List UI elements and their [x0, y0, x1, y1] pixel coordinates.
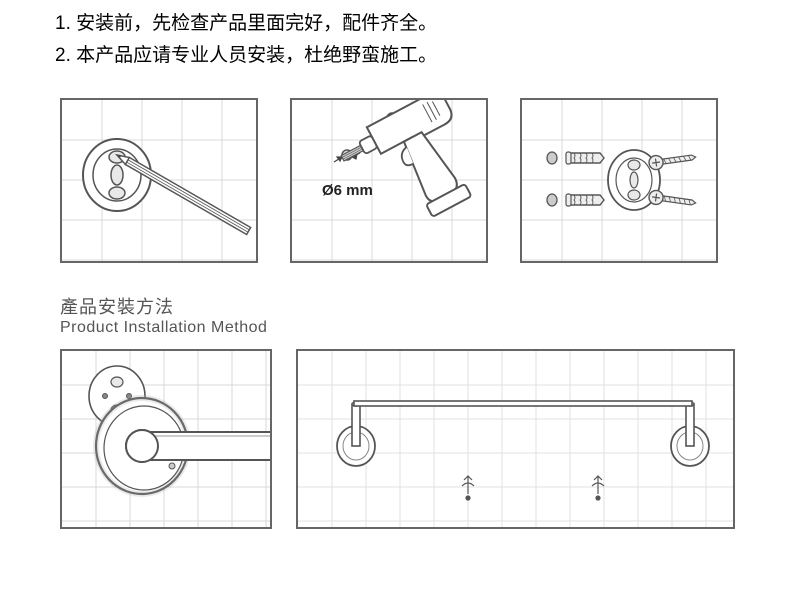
- step-mark-holes: [60, 98, 258, 263]
- drill-diameter-label: Ø6 mm: [322, 182, 373, 199]
- step-final-assembly: [296, 349, 735, 529]
- instruction-line-2: 2. 本产品应请专业人员安装，杜绝野蛮施工。: [55, 40, 735, 72]
- diagram-row-1: Ø6 mm: [55, 98, 735, 263]
- step-mount-flange: [60, 349, 272, 529]
- section-title-zh: 產品安裝方法: [60, 293, 735, 319]
- diagram-row-2: [55, 349, 735, 529]
- step-drill-holes: Ø6 mm: [290, 98, 488, 263]
- installation-sheet: 1. 安装前，先检查产品里面完好，配件齐全。 2. 本产品应请专业人员安装，杜绝…: [0, 0, 790, 604]
- instruction-block: 1. 安装前，先检查产品里面完好，配件齐全。 2. 本产品应请专业人员安装，杜绝…: [55, 8, 735, 73]
- instruction-line-1: 1. 安装前，先检查产品里面完好，配件齐全。: [55, 8, 735, 40]
- section-title: 產品安裝方法 Product Installation Method: [55, 293, 735, 337]
- step-insert-anchors: [520, 98, 718, 263]
- section-title-en: Product Installation Method: [60, 319, 735, 337]
